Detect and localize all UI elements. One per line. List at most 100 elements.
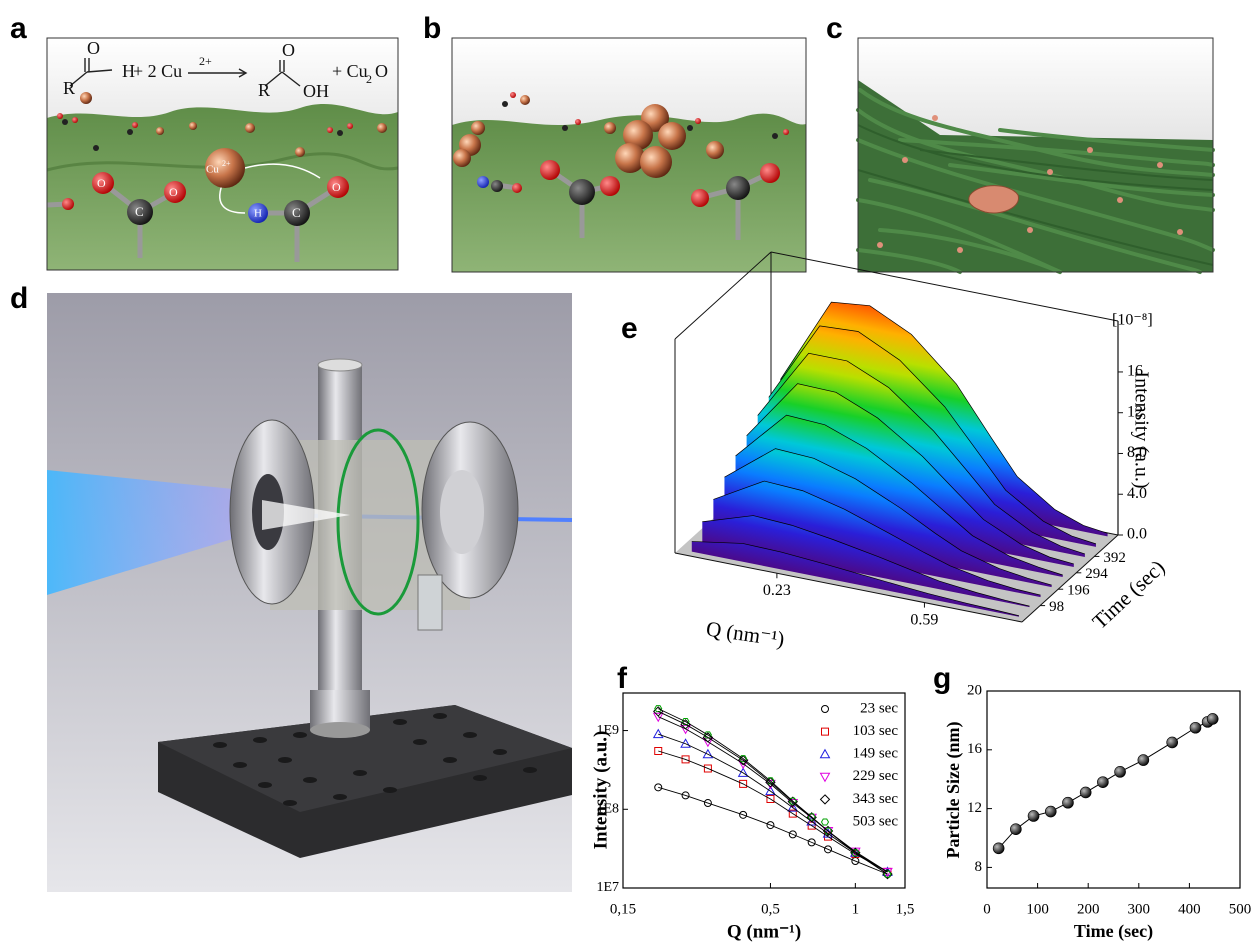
marker: [820, 818, 830, 826]
y-tick-label: 1E8: [596, 801, 619, 816]
legend-label: 103 sec: [853, 723, 899, 739]
marker: [654, 705, 663, 713]
marker: [819, 772, 831, 783]
box-edge: [1021, 534, 1119, 623]
marker: [681, 718, 690, 726]
marker: [788, 830, 797, 839]
panel-label: a: [10, 12, 27, 45]
panel-label: b: [423, 12, 441, 45]
marker: [739, 810, 748, 819]
marker: [1114, 766, 1126, 778]
z-unit: [10⁻⁸]: [1112, 312, 1153, 329]
scheme-text: H: [122, 61, 135, 81]
scheme-text: 2: [366, 72, 372, 86]
plot-frame: [986, 690, 1241, 889]
y-tick-label: 1E7: [596, 880, 619, 895]
scheme-text: OH: [303, 81, 329, 101]
marker: [821, 705, 829, 713]
scheme-text: 2+: [222, 159, 231, 168]
scheme-text: Cu: [206, 164, 219, 176]
marker: [1166, 736, 1178, 749]
plot-frame: [622, 692, 906, 889]
scheme-text: H: [254, 208, 262, 220]
slice-curve: [713, 480, 1041, 596]
fit-line: [658, 716, 888, 873]
y-label: Particle Size (nm): [943, 722, 964, 859]
y-tick-label: 1E9: [596, 723, 619, 738]
slice-curve: [768, 325, 1097, 545]
marker: [1137, 754, 1150, 766]
x-tick-label: 500: [1229, 901, 1252, 917]
marker: [739, 779, 748, 788]
panel-label: g: [933, 662, 951, 695]
panel-label: e: [621, 312, 638, 345]
x-tick-label: 1: [852, 901, 860, 917]
marker: [737, 767, 749, 777]
marker: [1062, 796, 1074, 809]
fit-line: [658, 708, 888, 875]
marker: [819, 794, 831, 805]
x-tick-label: 400: [1178, 901, 1201, 917]
panel-b-art: [451, 37, 807, 273]
legend-label: 503 sec: [853, 813, 899, 829]
marker: [992, 842, 1005, 855]
x-tick-label: 0: [983, 901, 991, 917]
box-edge: [770, 251, 1119, 322]
marker: [1189, 721, 1202, 734]
slice-curve: [735, 414, 1063, 576]
marker: [1044, 805, 1057, 818]
marker: [652, 712, 664, 723]
scheme-text: O: [87, 38, 100, 58]
z-tick-label: 12: [1127, 403, 1143, 420]
fit-line: [658, 750, 888, 873]
legend-label: 23 sec: [860, 700, 898, 716]
fit-line: [658, 733, 888, 873]
scheme-text: R: [63, 78, 75, 98]
scheme-text: 2+: [199, 54, 212, 68]
marker: [883, 870, 892, 878]
y-label: Intensity (a.u.): [590, 731, 611, 850]
y-tick-label: 20: [967, 682, 982, 698]
y-tick-label: 16: [967, 741, 983, 757]
y-tick-label: 8: [975, 859, 983, 875]
slice-fill: [735, 415, 1063, 578]
marker: [1010, 823, 1022, 835]
scheme-text: O: [97, 176, 106, 190]
marker: [703, 764, 712, 773]
box-edge: [674, 552, 1023, 623]
slice-fill: [724, 448, 1052, 588]
marker: [681, 791, 690, 800]
legend-label: 229 sec: [853, 768, 899, 784]
marker: [787, 802, 799, 812]
slice-curve: [746, 383, 1074, 565]
x-label: Q (nm⁻¹): [705, 616, 786, 651]
x-tick-label: 0.23: [763, 582, 791, 599]
y-tick-label: 196: [1067, 583, 1090, 599]
marker: [851, 849, 860, 857]
scheme-text: R: [258, 80, 270, 100]
panel-d-art: [47, 293, 573, 892]
marker: [1206, 713, 1219, 725]
x-label: Time (sec): [1074, 921, 1153, 942]
z-tick-label: 16: [1127, 363, 1143, 380]
x-tick-label: 0.59: [910, 611, 938, 628]
marker: [702, 748, 714, 759]
slice-fill: [691, 541, 1019, 617]
slice-curve: [780, 301, 1108, 534]
marker: [654, 746, 663, 755]
x-tick-label: 0,5: [761, 901, 780, 917]
marker: [680, 724, 691, 735]
marker: [807, 813, 816, 821]
marker: [819, 748, 831, 759]
y-tick-label: 98: [1049, 599, 1064, 615]
scheme-text: O: [375, 61, 388, 81]
slice-curve: [691, 541, 1020, 617]
z-label: Intensity (a.u.): [1130, 371, 1152, 488]
z-tick-label: 8.0: [1127, 444, 1147, 461]
marker: [681, 755, 690, 764]
marker: [766, 821, 775, 830]
z-tick-label: 4.0: [1127, 485, 1147, 502]
slice-curve: [757, 352, 1085, 555]
